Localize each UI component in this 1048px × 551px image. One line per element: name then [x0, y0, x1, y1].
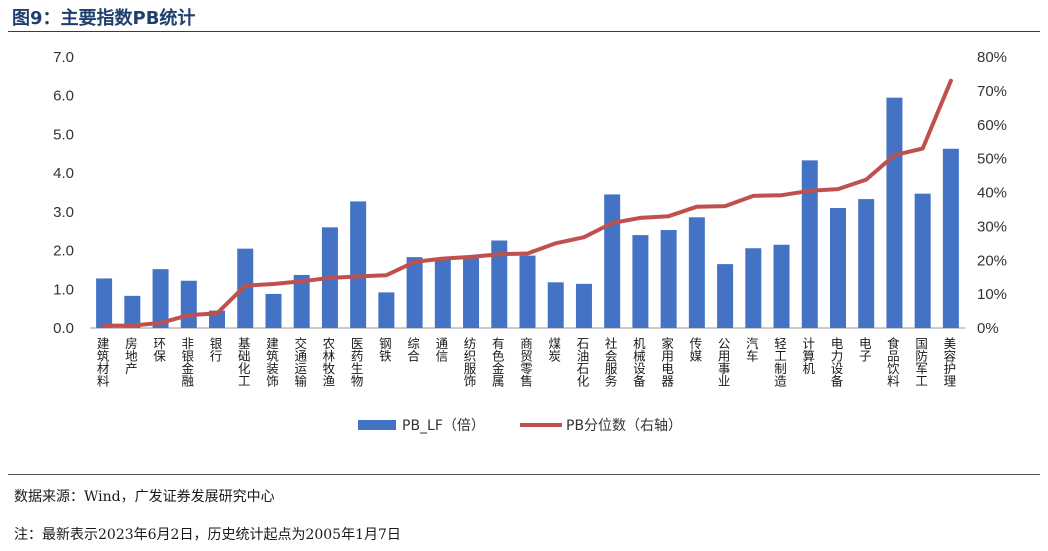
category-label: 环保 [151, 337, 166, 362]
right-tick-label: 10% [977, 286, 1007, 303]
bar [886, 97, 903, 329]
bar [801, 160, 818, 328]
bar [180, 280, 197, 328]
category-label: 国防军工 [913, 337, 928, 387]
right-tick-label: 60% [977, 117, 1007, 134]
bar [829, 207, 846, 328]
bar [914, 193, 931, 328]
right-tick-label: 40% [977, 185, 1007, 202]
right-tick-label: 20% [977, 252, 1007, 269]
category-label: 食品饮料 [885, 336, 900, 387]
category-label: 轻工制造 [772, 337, 787, 387]
figure-title: 图9：主要指数PB统计 [12, 8, 196, 29]
category-label: 建筑装饰 [264, 337, 279, 387]
category-label: 农林牧渔 [320, 337, 335, 387]
bar [152, 269, 169, 328]
category-label: 房地产 [123, 336, 138, 375]
bar [660, 230, 677, 328]
category-label: 基础化工 [236, 337, 251, 387]
bar [406, 257, 423, 328]
category-label: 有色金属 [490, 337, 505, 388]
left-tick-label: 5.0 [53, 126, 74, 143]
bar [434, 258, 451, 328]
bar [293, 274, 310, 328]
bar [604, 194, 621, 328]
category-label: 非银金融 [179, 337, 194, 388]
date-note: 注：最新表示2023年6月2日，历史统计起点为2005年1月7日 [14, 527, 401, 543]
category-label: 医药生物 [349, 337, 364, 388]
bar [265, 293, 282, 328]
percentile-line [102, 78, 953, 328]
category-label: 美容护理 [941, 337, 956, 387]
category-label: 银行 [208, 337, 223, 363]
right-tick-label: 30% [977, 218, 1007, 235]
bar [858, 199, 875, 328]
category-label: 电力设备 [828, 337, 843, 388]
bar [632, 235, 649, 328]
title-divider [8, 31, 1040, 32]
left-tick-label: 4.0 [53, 165, 74, 182]
bar [575, 283, 592, 328]
bar [547, 282, 564, 328]
bar [942, 148, 959, 328]
right-tick-label: 80% [977, 49, 1007, 66]
category-label: 电子 [857, 337, 872, 362]
category-label: 建筑材料 [95, 337, 110, 387]
category-label: 家用电器 [659, 336, 674, 388]
bar [491, 240, 508, 328]
left-tick-label: 6.0 [53, 88, 74, 105]
bar [745, 248, 762, 328]
footer-divider [8, 474, 1040, 475]
category-label: 计算机 [800, 337, 815, 375]
bar [378, 292, 395, 328]
category-label: 钢铁 [377, 337, 392, 362]
category-label: 石油石化 [574, 337, 589, 388]
category-labels: 建筑材料 房地产 环保 非银金融 银行 基础化工 建筑装饰 交通运输 农林牧渔 医药生物 钢铁 综合通… [95, 336, 957, 388]
category-label: 交通运输 [292, 336, 307, 388]
left-tick-label: 2.0 [53, 243, 74, 260]
legend-line-label: PB分位数（右轴） [566, 418, 682, 434]
category-label: 商贸零售 [518, 336, 533, 387]
category-label: 公用事业 [716, 337, 731, 387]
category-label: 机械设备 [631, 337, 646, 388]
category-label: 社会服务 [603, 336, 618, 387]
legend-bar-label: PB_LF（倍） [402, 418, 485, 434]
bar [124, 295, 141, 328]
bar [717, 264, 734, 328]
right-tick-label: 0% [977, 320, 999, 337]
category-label: 煤炭 [546, 337, 561, 363]
bar [773, 244, 790, 328]
right-tick-label: 50% [977, 151, 1007, 168]
left-tick-label: 0.0 [53, 320, 74, 337]
category-label: 汽车 [744, 336, 759, 363]
pb-chart: 0.0 1.0 2.0 3.0 4.0 5.0 6.0 7.0 0% 10% 20% 30% 40% 5… [53, 49, 1007, 434]
left-tick-label: 3.0 [53, 204, 74, 221]
source-note: 数据来源：Wind，广发证券发展研究中心 [14, 489, 275, 505]
category-label: 传媒 [687, 336, 702, 362]
left-tick-label: 1.0 [53, 281, 74, 298]
left-axis: 0.0 1.0 2.0 3.0 4.0 5.0 6.0 7.0 [53, 49, 74, 337]
bar [463, 256, 480, 328]
right-tick-label: 70% [977, 83, 1007, 100]
bar-series [96, 97, 959, 329]
left-tick-label: 7.0 [53, 49, 74, 66]
bar [96, 278, 113, 328]
right-axis: 0% 10% 20% 30% 40% 50% 60% 70% 80% [977, 49, 1007, 337]
bar [519, 255, 536, 328]
bar [688, 217, 705, 328]
legend-bar-swatch [358, 420, 396, 430]
category-label: 综合 [405, 337, 420, 362]
bar [350, 201, 367, 328]
legend: PB_LF（倍） PB分位数（右轴） [358, 418, 682, 434]
category-label: 通信 [433, 337, 448, 363]
category-label: 纺织服饰 [462, 337, 477, 387]
